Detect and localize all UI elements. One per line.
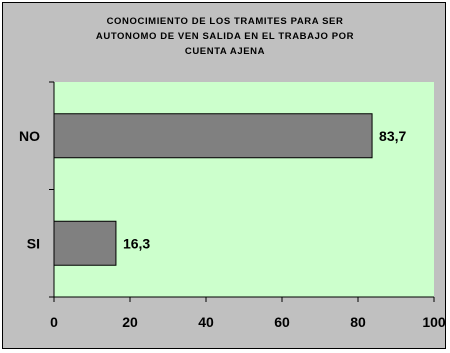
x-tick-label: 20 [122,314,138,330]
chart-title: CONOCIMIENTO DE LOS TRAMITES PARA SER AU… [60,14,390,59]
data-label-no: 83,7 [379,128,406,144]
chart-title-line-3: CUENTA AJENA [184,46,266,57]
category-label-no: NO [19,128,40,144]
x-tick-label: 60 [274,314,290,330]
data-label-si: 16,3 [123,235,150,251]
bar-si [53,220,117,266]
bar-no [53,113,373,159]
x-tick-label: 40 [198,314,214,330]
chart-title-line-2: AUTONOMO DE VEN SALIDA EN EL TRABAJO POR [95,31,355,42]
chart-title-line-1: CONOCIMIENTO DE LOS TRAMITES PARA SER [106,16,344,27]
category-label-si: SI [27,235,40,251]
x-tick-label: 80 [350,314,366,330]
x-tick-label: 0 [50,314,58,330]
x-tick-label: 100 [422,314,446,330]
